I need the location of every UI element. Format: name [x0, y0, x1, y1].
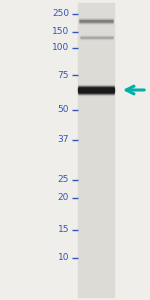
Text: 37: 37: [57, 135, 69, 144]
Text: 25: 25: [58, 176, 69, 184]
Text: 10: 10: [57, 254, 69, 262]
Text: 100: 100: [52, 44, 69, 52]
Text: 75: 75: [57, 70, 69, 80]
Text: 20: 20: [58, 194, 69, 202]
Text: 250: 250: [52, 9, 69, 18]
Text: 150: 150: [52, 27, 69, 36]
Bar: [78, 3, 114, 297]
Text: 50: 50: [57, 105, 69, 114]
Text: 15: 15: [57, 225, 69, 234]
